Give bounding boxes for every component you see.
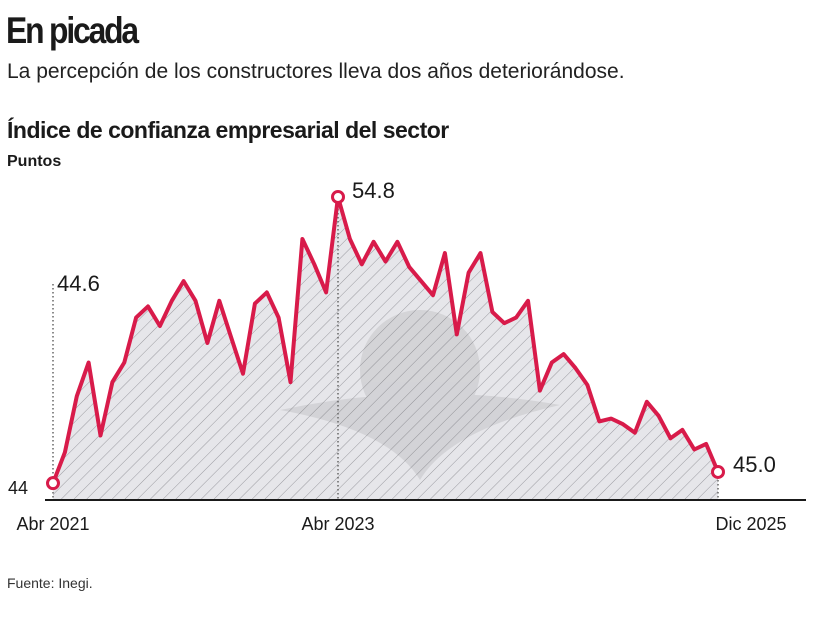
data-point [680,428,684,432]
data-point [562,352,566,356]
data-point [277,316,281,320]
data-point [621,422,625,426]
data-point [146,304,150,308]
data-point [229,335,233,339]
x-tick-label: Dic 2025 [715,514,786,534]
data-point [300,237,304,241]
highlight-marker [331,189,345,204]
data-point [526,299,530,303]
data-point [514,316,518,320]
data-point [217,299,221,303]
data-point [122,361,126,365]
data-point [431,293,435,297]
y-tick-label: 44 [8,478,28,498]
data-point [479,251,482,255]
data-point [99,433,102,437]
data-point [253,302,257,306]
annotation-label: 44.6 [57,271,100,296]
data-point [158,324,162,328]
data-point [669,436,672,440]
data-point [633,431,637,435]
data-point [490,310,494,314]
data-point [407,265,411,269]
headline: En picada [6,10,139,51]
data-point [538,389,542,393]
data-point [348,237,352,241]
data-point [502,321,506,325]
data-point [241,372,245,376]
data-point [194,299,197,303]
data-point [574,366,577,370]
highlight-marker [711,464,725,479]
y-axis-unit: Puntos [7,153,62,170]
source-note: Fuente: Inegi. [7,575,93,591]
data-point [170,299,174,303]
data-point [360,262,364,266]
x-tick-label: Abr 2023 [301,514,374,534]
data-point [384,259,387,263]
data-point [467,271,471,275]
area-fill [53,197,718,500]
chart-title: Índice de confianza empresarial del sect… [7,117,449,143]
data-point [597,419,601,423]
data-point [704,442,708,446]
data-point [312,262,316,266]
highlight-marker [46,476,60,491]
data-point [87,361,91,365]
data-point [657,414,661,418]
data-point [75,394,79,398]
data-point [692,447,696,451]
annotation-label: 45.0 [733,452,776,477]
data-point [372,240,376,244]
data-point [182,279,186,283]
x-tick-label: Abr 2021 [16,514,89,534]
data-point [395,240,399,244]
data-point [550,361,554,365]
data-point [455,332,459,336]
watermark-logo [280,310,560,480]
data-point [585,383,589,387]
data-point [205,341,209,345]
data-point [289,380,292,384]
data-point [645,400,649,404]
data-point [324,290,328,294]
data-point [134,316,138,320]
subheadline: La percepción de los constructores lleva… [7,60,625,83]
data-point [419,279,423,283]
data-point [609,417,613,421]
data-point [110,380,114,384]
annotation-label: 54.8 [352,178,395,203]
data-point [443,251,447,255]
data-point [265,290,269,294]
data-point [63,450,67,454]
